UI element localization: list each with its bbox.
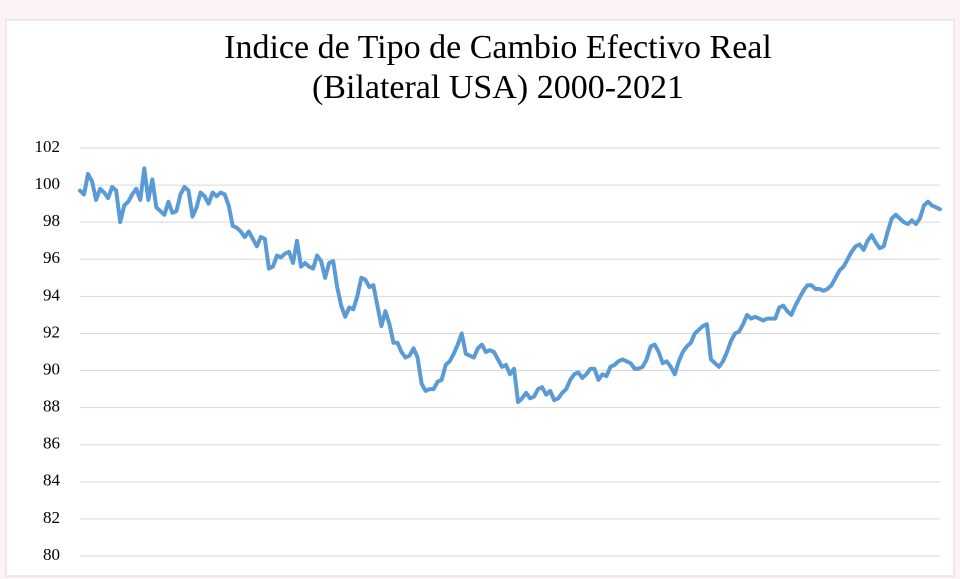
chart-title: (Bilateral USA) 2000-2021 xyxy=(312,69,684,106)
y-tick-label: 100 xyxy=(35,174,61,193)
y-tick-label: 92 xyxy=(43,322,60,341)
chart-title: Indice de Tipo de Cambio Efectivo Real xyxy=(224,29,772,66)
y-tick-label: 102 xyxy=(35,137,61,156)
y-tick-label: 94 xyxy=(43,285,61,304)
y-tick-label: 96 xyxy=(43,248,60,267)
y-tick-label: 82 xyxy=(43,508,60,527)
y-tick-label: 90 xyxy=(43,359,60,378)
y-tick-label: 80 xyxy=(43,545,60,564)
y-tick-label: 86 xyxy=(43,434,60,453)
chart-frame xyxy=(5,19,955,577)
y-tick-label: 88 xyxy=(43,397,60,416)
y-tick-label: 98 xyxy=(43,211,60,230)
y-tick-label: 84 xyxy=(43,471,61,490)
data-line xyxy=(78,166,942,405)
